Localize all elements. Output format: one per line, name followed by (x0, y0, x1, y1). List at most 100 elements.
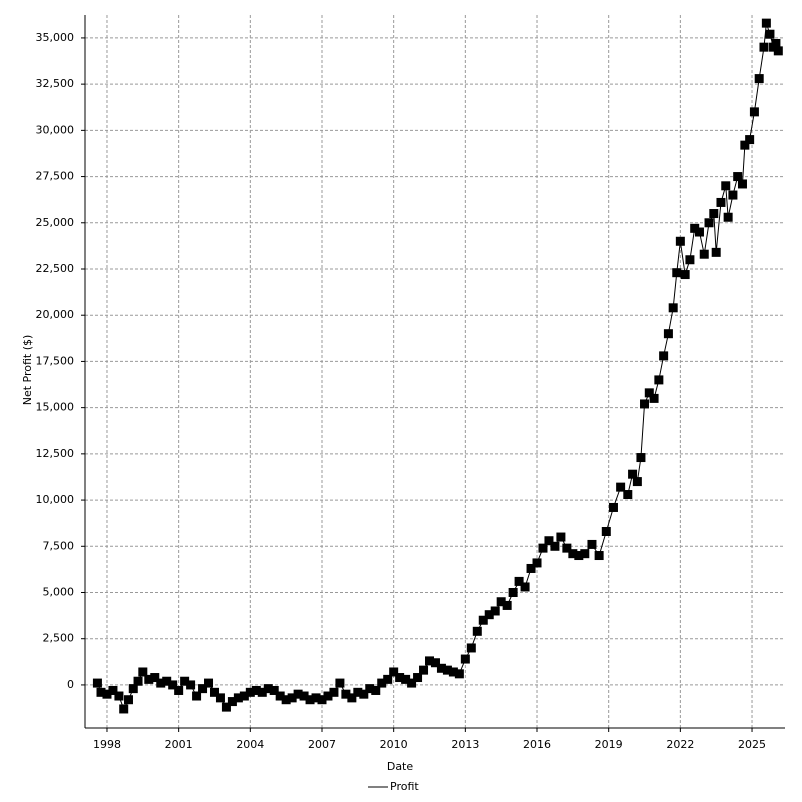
point-marker (353, 687, 363, 697)
point-marker (754, 74, 764, 84)
point-marker (608, 502, 618, 512)
point-marker (215, 693, 225, 703)
y-tick-label: 5,000 (43, 585, 75, 598)
point-marker (594, 551, 604, 561)
point-marker (532, 558, 542, 568)
point-marker (771, 38, 781, 48)
point-marker (538, 543, 548, 553)
point-marker (287, 693, 297, 703)
point-marker (209, 687, 219, 697)
point-marker (186, 680, 196, 690)
point-marker (168, 680, 178, 690)
point-marker (192, 691, 202, 701)
point-marker (144, 674, 154, 684)
y-tick-label: 27,500 (36, 170, 75, 183)
point-marker (675, 236, 685, 246)
series-line (96, 22, 779, 711)
point-marker (749, 107, 759, 117)
point-marker (668, 303, 678, 313)
point-marker (323, 691, 333, 701)
point-marker (478, 615, 488, 625)
point-marker (138, 667, 148, 677)
point-marker (162, 676, 172, 686)
point-marker (128, 684, 138, 694)
y-tick-label: 17,500 (36, 354, 75, 367)
y-tick-label: 10,000 (36, 493, 75, 506)
point-marker (389, 667, 399, 677)
point-marker (442, 665, 452, 675)
x-tick-label: 2010 (380, 738, 408, 751)
x-tick-label: 2022 (666, 738, 694, 751)
x-tick-label: 2004 (236, 738, 264, 751)
y-tick-label: 0 (67, 678, 74, 691)
point-marker (694, 227, 704, 237)
point-marker (257, 687, 267, 697)
point-marker (721, 181, 731, 191)
point-marker (293, 689, 303, 699)
y-tick-label: 15,000 (36, 401, 75, 414)
point-marker (672, 268, 682, 278)
y-tick-label: 7,500 (43, 539, 75, 552)
point-marker (690, 223, 700, 233)
point-marker (329, 687, 339, 697)
point-marker (502, 600, 512, 610)
point-marker (119, 704, 129, 714)
point-marker (685, 255, 695, 265)
point-marker (299, 691, 309, 701)
x-axis-label: Date (387, 760, 414, 773)
point-marker (335, 678, 345, 688)
point-marker (496, 597, 506, 607)
x-tick-label: 1998 (93, 738, 121, 751)
point-marker (654, 375, 664, 385)
point-marker (640, 399, 650, 409)
point-marker (644, 388, 654, 398)
point-marker (454, 669, 464, 679)
x-tick-label: 2016 (523, 738, 551, 751)
point-marker (520, 582, 530, 592)
point-marker (275, 691, 285, 701)
point-marker (636, 453, 646, 463)
point-marker (114, 691, 124, 701)
point-marker (96, 687, 106, 697)
point-marker (407, 678, 417, 688)
point-marker (472, 626, 482, 636)
point-marker (761, 18, 771, 28)
point-marker (659, 351, 669, 361)
point-marker (365, 684, 375, 694)
point-marker (347, 693, 357, 703)
point-marker (395, 673, 405, 683)
point-marker (180, 676, 190, 686)
y-tick-label: 2,500 (43, 632, 75, 645)
point-marker (765, 29, 775, 39)
y-axis-label: Net Profit ($) (21, 335, 34, 406)
point-marker (419, 665, 429, 675)
point-marker (401, 674, 411, 684)
point-marker (508, 587, 518, 597)
point-marker (526, 563, 536, 573)
point-marker (737, 179, 747, 189)
point-marker (704, 218, 714, 228)
point-marker (102, 689, 112, 699)
point-marker (430, 658, 440, 668)
point-marker (263, 684, 273, 694)
point-marker (239, 691, 249, 701)
x-tick-label: 2019 (595, 738, 623, 751)
point-marker (568, 549, 578, 559)
point-marker (759, 42, 769, 52)
point-marker (514, 576, 524, 586)
point-marker (133, 676, 143, 686)
point-marker (699, 249, 709, 259)
x-tick-label: 2025 (738, 738, 766, 751)
point-marker (601, 526, 611, 536)
point-marker (413, 673, 423, 683)
point-marker (728, 190, 738, 200)
point-marker (448, 667, 458, 677)
point-marker (311, 693, 321, 703)
point-marker (544, 536, 554, 546)
x-tick-label: 2013 (451, 738, 479, 751)
point-marker (371, 685, 381, 695)
point-marker (663, 329, 673, 339)
y-tick-label: 30,000 (36, 123, 75, 136)
point-marker (377, 678, 387, 688)
point-marker (221, 702, 231, 712)
